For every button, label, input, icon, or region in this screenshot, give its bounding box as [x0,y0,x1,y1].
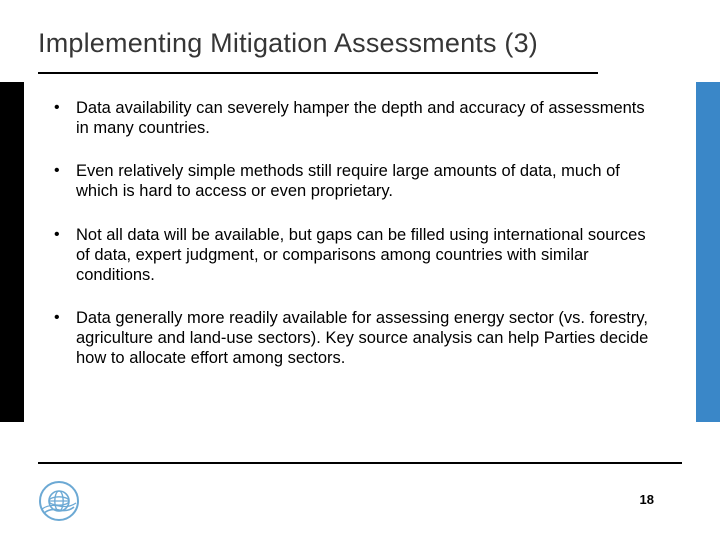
right-accent-bar [696,82,720,422]
title-underline [38,72,598,74]
slide-title: Implementing Mitigation Assessments (3) [38,28,538,59]
left-accent-bar [0,82,24,422]
footer-rule [38,462,682,464]
slide-body: Data availability can severely hamper th… [48,98,656,391]
list-item: Even relatively simple methods still req… [48,161,656,201]
unfccc-logo-icon [38,480,80,522]
list-item: Data generally more readily available fo… [48,308,656,368]
list-item: Data availability can severely hamper th… [48,98,656,138]
slide: Implementing Mitigation Assessments (3) … [0,0,720,540]
page-number: 18 [640,492,654,507]
bullet-list: Data availability can severely hamper th… [48,98,656,368]
list-item: Not all data will be available, but gaps… [48,225,656,285]
